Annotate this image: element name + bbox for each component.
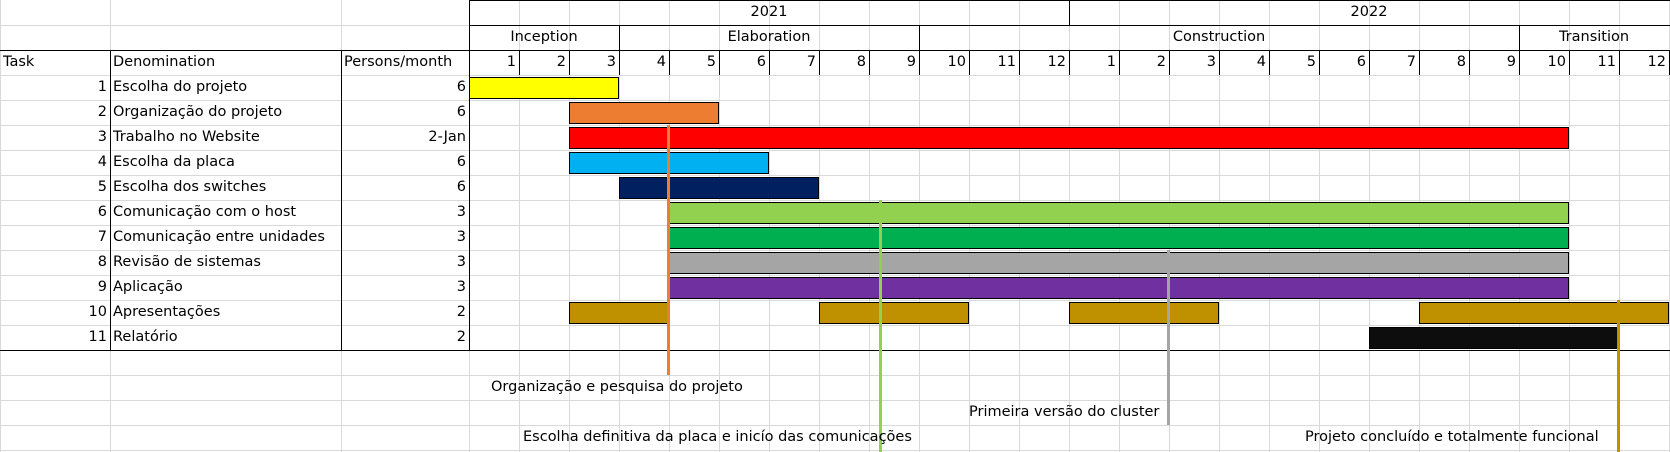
- month-header[interactable]: 5: [1306, 54, 1316, 70]
- task-column-header[interactable]: Task: [3, 54, 35, 70]
- milestone-label[interactable]: Escolha definitiva da placa e inicío das…: [523, 429, 912, 445]
- task-name[interactable]: Organização do projeto: [113, 104, 283, 120]
- gantt-bar: [469, 77, 619, 99]
- month-header[interactable]: 3: [606, 54, 616, 70]
- task-number[interactable]: 5: [97, 179, 107, 195]
- task-name[interactable]: Escolha da placa: [113, 154, 235, 170]
- month-header[interactable]: 2: [556, 54, 566, 70]
- month-header[interactable]: 9: [906, 54, 916, 70]
- month-header[interactable]: 10: [1547, 54, 1566, 70]
- month-header[interactable]: 9: [1506, 54, 1516, 70]
- task-name[interactable]: Escolha dos switches: [113, 179, 267, 195]
- month-header[interactable]: 2: [1156, 54, 1166, 70]
- gantt-bar: [669, 277, 1569, 299]
- task-name[interactable]: Trabalho no Website: [113, 129, 260, 145]
- month-header[interactable]: 1: [1106, 54, 1116, 70]
- task-number[interactable]: 11: [88, 329, 107, 345]
- gantt-bar: [1419, 302, 1669, 324]
- phase-header[interactable]: Construction: [1172, 29, 1266, 45]
- task-number[interactable]: 8: [97, 254, 107, 270]
- milestone-label[interactable]: Projeto concluído e totalmente funcional: [1305, 429, 1599, 445]
- task-name[interactable]: Comunicação entre unidades: [113, 229, 325, 245]
- gantt-bar: [669, 227, 1569, 249]
- gantt-bar: [1369, 327, 1619, 349]
- gantt-bar: [569, 302, 669, 324]
- task-number[interactable]: 4: [97, 154, 107, 170]
- month-header[interactable]: 4: [656, 54, 666, 70]
- gantt-bar: [819, 302, 969, 324]
- task-persons[interactable]: 3: [456, 279, 466, 295]
- month-header[interactable]: 10: [947, 54, 966, 70]
- month-header[interactable]: 11: [1597, 54, 1616, 70]
- task-number[interactable]: 9: [97, 279, 107, 295]
- persons-column-header[interactable]: Persons/month: [344, 54, 453, 70]
- month-header[interactable]: 6: [756, 54, 766, 70]
- month-header[interactable]: 4: [1256, 54, 1266, 70]
- task-persons[interactable]: 3: [456, 254, 466, 270]
- milestone-line: [1617, 300, 1620, 452]
- month-header[interactable]: 8: [1456, 54, 1466, 70]
- denomination-column-header[interactable]: Denomination: [113, 54, 216, 70]
- milestone-line: [667, 125, 670, 375]
- month-header[interactable]: 3: [1206, 54, 1216, 70]
- task-name[interactable]: Revisão de sistemas: [113, 254, 261, 270]
- task-name[interactable]: Aplicação: [113, 279, 183, 295]
- phase-header[interactable]: Inception: [510, 29, 578, 45]
- task-number[interactable]: 7: [97, 229, 107, 245]
- task-number[interactable]: 3: [97, 129, 107, 145]
- month-header[interactable]: 7: [1406, 54, 1416, 70]
- gantt-bar: [569, 102, 719, 124]
- year-header[interactable]: 2021: [750, 4, 788, 20]
- task-persons[interactable]: 3: [456, 229, 466, 245]
- gantt-bar: [619, 177, 819, 199]
- task-number[interactable]: 10: [88, 304, 107, 320]
- milestone-label[interactable]: Primeira versão do cluster: [969, 404, 1160, 420]
- task-persons[interactable]: 6: [456, 104, 466, 120]
- task-persons[interactable]: 6: [456, 179, 466, 195]
- task-persons[interactable]: 3: [456, 204, 466, 220]
- task-name[interactable]: Apresentações: [113, 304, 221, 320]
- task-persons[interactable]: 6: [456, 79, 466, 95]
- month-header[interactable]: 12: [1047, 54, 1066, 70]
- task-persons[interactable]: 6: [456, 154, 466, 170]
- milestone-line: [879, 200, 882, 452]
- gantt-bar: [569, 127, 1569, 149]
- milestone-line: [1167, 250, 1170, 425]
- month-header[interactable]: 11: [997, 54, 1016, 70]
- task-persons[interactable]: 2-Jan: [428, 129, 466, 145]
- gantt-bar: [669, 202, 1569, 224]
- gantt-bar: [669, 252, 1569, 274]
- month-header[interactable]: 6: [1356, 54, 1366, 70]
- month-header[interactable]: 8: [856, 54, 866, 70]
- task-number[interactable]: 6: [97, 204, 107, 220]
- month-header[interactable]: 5: [706, 54, 716, 70]
- milestone-label[interactable]: Organização e pesquisa do projeto: [491, 379, 743, 395]
- month-header[interactable]: 7: [806, 54, 816, 70]
- task-name[interactable]: Comunicação com o host: [113, 204, 297, 220]
- phase-header[interactable]: Transition: [1558, 29, 1630, 45]
- task-persons[interactable]: 2: [456, 329, 466, 345]
- month-header[interactable]: 12: [1647, 54, 1666, 70]
- task-persons[interactable]: 2: [456, 304, 466, 320]
- task-number[interactable]: 1: [97, 79, 107, 95]
- task-name[interactable]: Relatório: [113, 329, 178, 345]
- gantt-bar: [1069, 302, 1219, 324]
- month-header[interactable]: 1: [506, 54, 516, 70]
- task-number[interactable]: 2: [97, 104, 107, 120]
- task-name[interactable]: Escolha do projeto: [113, 79, 248, 95]
- year-header[interactable]: 2022: [1350, 4, 1388, 20]
- phase-header[interactable]: Elaboration: [727, 29, 811, 45]
